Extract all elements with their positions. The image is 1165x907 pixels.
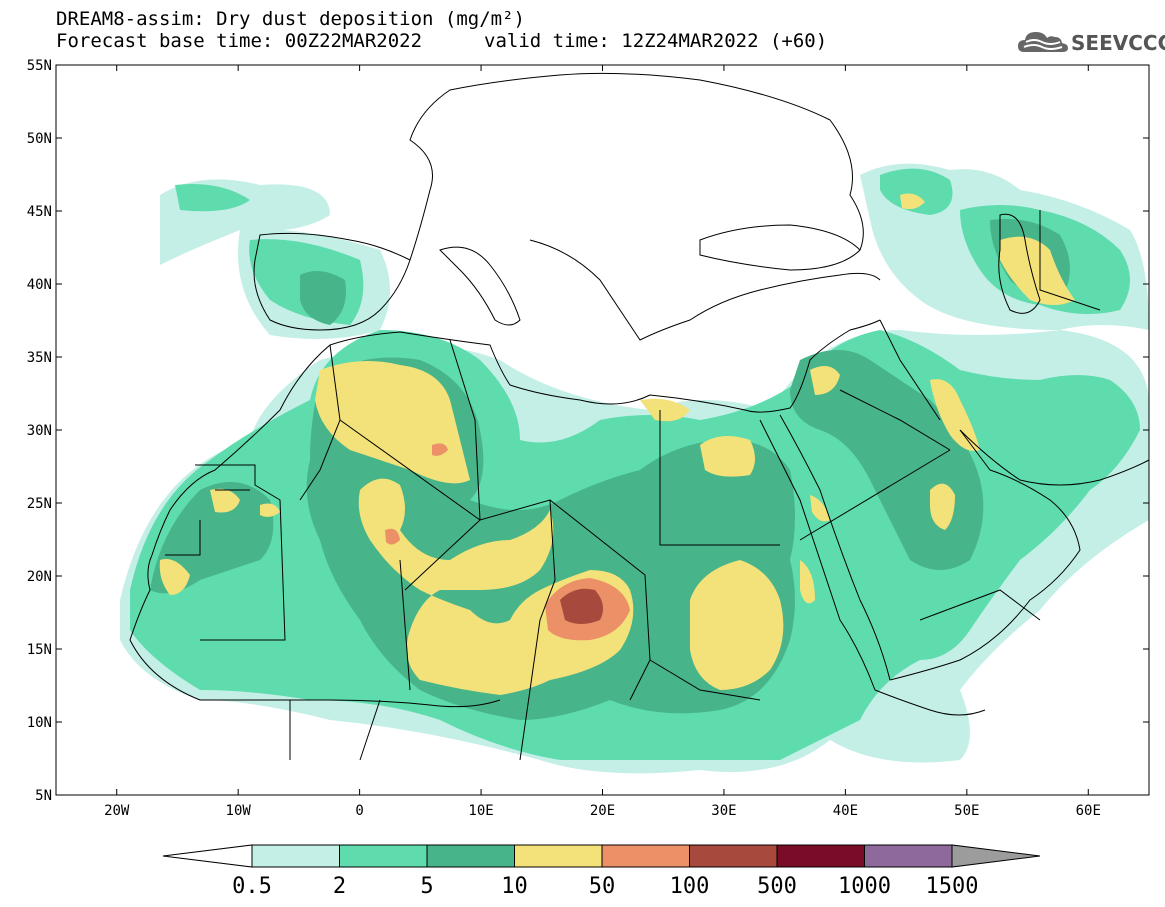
- lon-tick-label: 30E: [711, 803, 736, 819]
- colorbar-legend: 0.5 2 5 10 50 100 500 1000 1500: [162, 844, 1041, 899]
- colorbar-swatch: [601, 844, 690, 868]
- lon-tick-label: 50E: [954, 803, 979, 819]
- lat-tick-label: 20N: [27, 569, 52, 585]
- lon-tick-label: 60E: [1076, 803, 1101, 819]
- lat-tick-label: 55N: [27, 58, 52, 74]
- colorbar-swatch: [864, 844, 953, 868]
- lat-tick-label: 30N: [27, 423, 52, 439]
- deposition-class-100: [560, 588, 604, 624]
- lat-tick-label: 15N: [27, 642, 52, 658]
- coastlines-borders: [129, 72, 1149, 761]
- colorbar-label: 10: [501, 874, 528, 899]
- cloud-icon: [1018, 32, 1068, 52]
- colorbar-label: 500: [757, 874, 797, 899]
- colorbar-label: 100: [670, 874, 710, 899]
- colorbar-low-arrow: [162, 844, 253, 868]
- colorbar-label: 1500: [926, 874, 979, 899]
- colorbar-label: 0.5: [232, 874, 272, 899]
- colorbar-label: 50: [589, 874, 616, 899]
- lat-tick-label: 40N: [27, 277, 52, 293]
- seevccc-logo: SEEVCCC: [1016, 28, 1165, 56]
- colorbar-swatch: [339, 844, 428, 868]
- lon-tick-label: 0: [355, 803, 363, 819]
- colorbar-high-arrow: [951, 844, 1041, 868]
- lat-tick-label: 25N: [27, 496, 52, 512]
- colorbar-label: 2: [333, 874, 346, 899]
- lat-tick-label: 10N: [27, 715, 52, 731]
- longitude-axis: 20W 10W 0 10E 20E 30E 40E 50E 60E: [104, 65, 1101, 819]
- colorbar-swatch: [251, 844, 340, 868]
- valid-time: valid time: 12Z24MAR2022 (+60): [484, 30, 828, 52]
- map-title: DREAM8-assim: Dry dust deposition (mg/m²…: [56, 8, 525, 30]
- colorbar-label: 1000: [838, 874, 891, 899]
- colorbar-swatch: [514, 844, 603, 868]
- logo-text: SEEVCCC: [1071, 31, 1165, 55]
- lon-tick-label: 20E: [590, 803, 615, 819]
- lon-tick-label: 10E: [468, 803, 493, 819]
- lon-tick-label: 10W: [226, 803, 252, 819]
- lon-tick-label: 40E: [833, 803, 858, 819]
- lon-tick-label: 20W: [104, 803, 130, 819]
- forecast-times: Forecast base time: 00Z22MAR2022 valid ti…: [56, 30, 827, 52]
- deposition-field: [120, 163, 1149, 774]
- colorbar-swatch: [689, 844, 778, 868]
- lat-tick-label: 35N: [27, 350, 52, 366]
- colorbar-label: 5: [420, 874, 433, 899]
- lat-tick-label: 45N: [27, 204, 52, 220]
- lat-tick-label: 50N: [27, 131, 52, 147]
- base-time: Forecast base time: 00Z22MAR2022: [56, 30, 423, 52]
- lat-tick-label: 5N: [35, 788, 52, 804]
- colorbar-swatch: [426, 844, 515, 868]
- latitude-axis: 55N 50N 45N 40N 35N 30N 25N 20N 15N 10N 5N: [27, 58, 1149, 804]
- colorbar-swatch: [776, 844, 865, 868]
- deposition-class-10: [159, 193, 1075, 695]
